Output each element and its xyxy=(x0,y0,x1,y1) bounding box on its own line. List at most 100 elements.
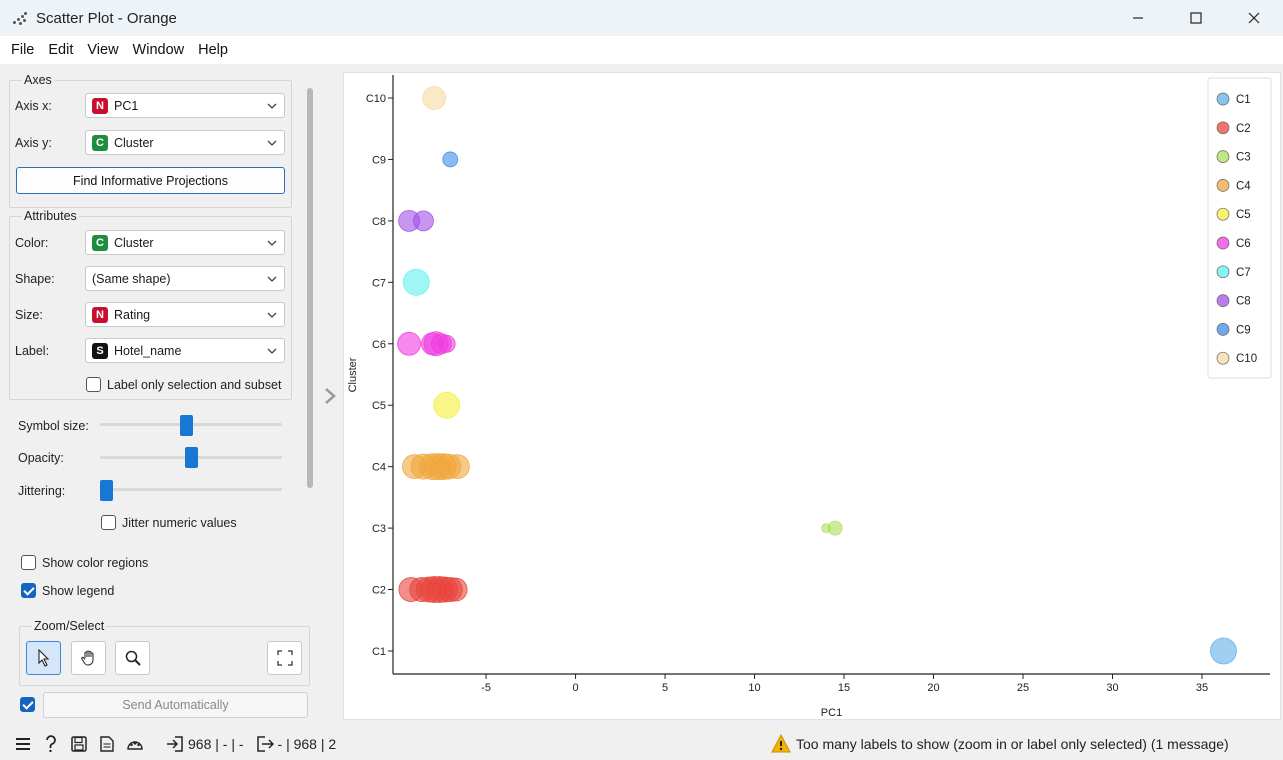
y-tick-label: C8 xyxy=(372,216,386,228)
attributes-group-title: Attributes xyxy=(22,209,79,223)
symbol-size-slider-handle[interactable] xyxy=(180,415,193,436)
data-point xyxy=(442,151,459,168)
shape-value: (Same shape) xyxy=(92,271,171,286)
minimize-button[interactable] xyxy=(1109,0,1167,36)
shape-label: Shape: xyxy=(15,272,55,286)
menu-window[interactable]: Window xyxy=(132,42,185,58)
menu-edit[interactable]: Edit xyxy=(48,42,74,58)
scatter-chart[interactable]: C1 C2 C3 C4 C5 C6 C7 C8 C9 C10 -5 0 5 10 15 20 25 30 35 PC1… xyxy=(344,73,1282,721)
string-variable-icon: S xyxy=(92,342,108,359)
close-button[interactable] xyxy=(1225,0,1283,36)
scatter-plot-app-icon xyxy=(12,10,28,26)
legend-label: C8 xyxy=(1236,296,1251,308)
legend-label: C2 xyxy=(1236,123,1251,135)
axis-y-value: Cluster xyxy=(114,135,154,150)
zoom-tool-button[interactable] xyxy=(115,641,150,675)
help-icon[interactable] xyxy=(42,735,60,753)
input-icon xyxy=(166,735,184,753)
jitter-numeric-checkbox[interactable] xyxy=(101,515,116,530)
label-combo[interactable]: S Hotel_name xyxy=(85,338,285,363)
find-informative-projections-button[interactable]: Find Informative Projections xyxy=(16,167,285,194)
y-tick-label: C3 xyxy=(372,523,386,535)
chevron-right-icon[interactable] xyxy=(322,386,338,406)
label-label: Label: xyxy=(15,344,50,358)
x-tick-label: -5 xyxy=(481,682,491,694)
color-value: Cluster xyxy=(114,235,154,250)
hamburger-menu-icon[interactable] xyxy=(14,735,32,753)
data-point xyxy=(437,334,456,353)
y-tick-label: C5 xyxy=(372,400,386,412)
title-bar: Scatter Plot - Orange xyxy=(0,0,1283,36)
panel-scrollbar[interactable] xyxy=(307,88,313,488)
chevron-down-icon xyxy=(267,240,277,246)
numeric-variable-icon: N xyxy=(92,97,108,114)
data-point xyxy=(443,577,468,602)
y-tick-label: C4 xyxy=(372,462,386,474)
numeric-variable-icon: N xyxy=(92,306,108,323)
jittering-label: Jittering: xyxy=(18,484,66,498)
x-tick-label: 30 xyxy=(1106,682,1118,694)
save-icon[interactable] xyxy=(70,735,88,753)
menu-help[interactable]: Help xyxy=(198,42,228,58)
fit-view-icon xyxy=(276,650,293,666)
input-summary: 968 | - | - xyxy=(188,736,244,752)
data-point xyxy=(402,268,430,296)
data-point xyxy=(1210,637,1237,665)
y-axis-title: Cluster xyxy=(347,357,359,392)
select-tool-button[interactable] xyxy=(26,641,61,675)
shape-combo[interactable]: (Same shape) xyxy=(85,266,285,291)
axes-group-title: Axes xyxy=(22,73,54,87)
legend-label: C4 xyxy=(1236,180,1251,192)
output-summary: - | 968 | 2 xyxy=(277,736,337,752)
status-bar: 968 | - | - - | 968 | 2 Too many labels … xyxy=(0,728,1283,760)
send-automatically-checkbox[interactable] xyxy=(20,697,35,712)
legend-marker xyxy=(1216,207,1230,221)
output-icon xyxy=(256,735,274,753)
send-automatically-button[interactable]: Send Automatically xyxy=(43,692,308,718)
jittering-slider-handle[interactable] xyxy=(100,480,113,501)
window-title: Scatter Plot - Orange xyxy=(36,9,177,27)
label-value: Hotel_name xyxy=(114,343,182,358)
legend-marker xyxy=(1216,236,1230,250)
report-icon[interactable] xyxy=(98,735,116,753)
size-value: Rating xyxy=(114,307,151,322)
x-tick-label: 0 xyxy=(572,682,578,694)
data-point xyxy=(413,210,434,232)
axis-y-combo[interactable]: C Cluster xyxy=(85,130,285,155)
warning-icon[interactable] xyxy=(771,733,791,754)
close-icon xyxy=(1248,12,1260,24)
legend-marker xyxy=(1216,265,1230,279)
legend-label: C1 xyxy=(1236,94,1251,106)
show-legend-label: Show legend xyxy=(42,584,115,598)
jittering-slider-track[interactable] xyxy=(100,488,282,491)
show-color-regions-checkbox[interactable] xyxy=(21,555,36,570)
chevron-down-icon xyxy=(267,276,277,282)
menu-file[interactable]: File xyxy=(11,42,35,58)
axis-x-combo[interactable]: N PC1 xyxy=(85,93,285,118)
warning-message[interactable]: Too many labels to show (zoom in or labe… xyxy=(796,736,1229,752)
legend-marker xyxy=(1216,323,1230,336)
pan-tool-button[interactable] xyxy=(71,641,106,675)
opacity-slider-handle[interactable] xyxy=(185,447,198,468)
legend-label: C6 xyxy=(1236,238,1251,250)
maximize-button[interactable] xyxy=(1167,0,1225,36)
visual-settings-icon[interactable] xyxy=(126,735,144,753)
show-legend-checkbox[interactable] xyxy=(21,583,36,598)
chevron-down-icon xyxy=(267,140,277,146)
size-combo[interactable]: N Rating xyxy=(85,302,285,327)
color-combo[interactable]: C Cluster xyxy=(85,230,285,255)
zoom-select-group xyxy=(19,626,310,686)
label-only-selection-checkbox[interactable] xyxy=(86,377,101,392)
chevron-down-icon xyxy=(267,312,277,318)
legend-marker xyxy=(1216,150,1230,163)
x-tick-label: 15 xyxy=(838,682,850,694)
y-tick-label: C10 xyxy=(366,93,386,105)
y-tick-label: C2 xyxy=(372,585,386,597)
chevron-down-icon xyxy=(267,103,277,109)
reset-zoom-button[interactable] xyxy=(267,641,302,675)
scatter-plot-area[interactable]: C1 C2 C3 C4 C5 C6 C7 C8 C9 C10 -5 0 5 10 15 20 25 30 35 PC1… xyxy=(343,72,1281,720)
size-label: Size: xyxy=(15,308,43,322)
color-label: Color: xyxy=(15,236,49,250)
menu-view[interactable]: View xyxy=(87,42,119,58)
legend-marker xyxy=(1216,294,1230,307)
